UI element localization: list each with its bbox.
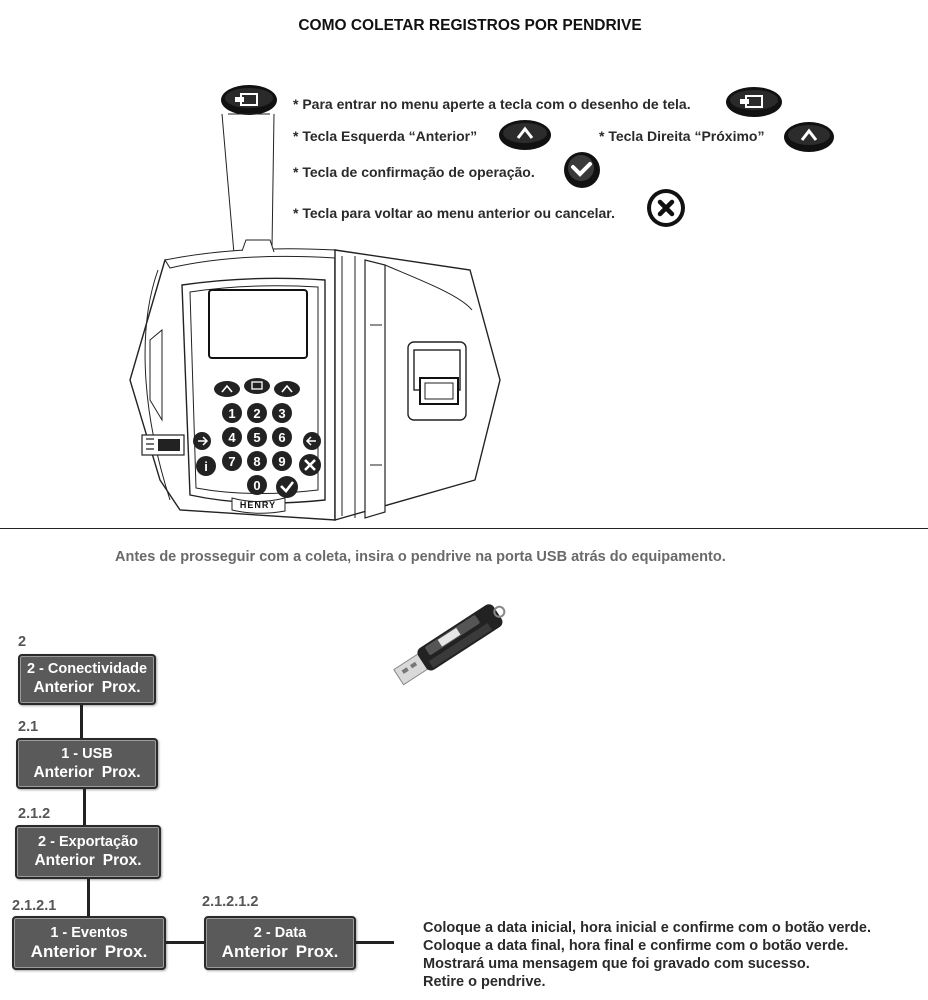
connector-line <box>80 705 83 738</box>
keypad-digit: 6 <box>278 430 285 445</box>
menu-box-data: 2 - Data Anterior Prox. <box>204 916 356 970</box>
menu-next-label: Prox. <box>295 942 339 961</box>
keypad-key <box>222 451 242 471</box>
final-instruction-line: Coloque a data inicial, hora inicial e c… <box>423 920 871 936</box>
instruction-confirm-key: * Tecla de confirmação de operação. <box>293 164 535 180</box>
callout-menu-key-icon <box>221 85 277 115</box>
connector-line <box>87 879 90 916</box>
keypad-key <box>222 403 242 423</box>
menu-key-icon <box>726 87 782 117</box>
menu-prev-label: Anterior <box>221 942 288 961</box>
step-number: 2 <box>18 634 27 650</box>
keypad-digit: 5 <box>253 430 260 445</box>
keypad-digit: 8 <box>253 454 260 469</box>
keypad: 1 2 3 4 5 6 7 8 9 0 <box>222 403 292 495</box>
keypad-digit: 7 <box>228 454 235 469</box>
keypad-digit: 9 <box>278 454 285 469</box>
keypad-key <box>247 427 267 447</box>
keypad-key <box>272 403 292 423</box>
right-arrow-key-icon <box>784 122 834 152</box>
time-clock-device-illustration: 1 2 3 4 5 6 7 8 9 0 i HENRY <box>129 85 501 521</box>
instruction-left-key: * Tecla Esquerda “Anterior” <box>293 128 478 144</box>
menu-box-exportacao: 2 - Exportação Anterior Prox. <box>15 825 161 879</box>
menu-next-label: Prox. <box>102 852 142 869</box>
menu-box-eventos: 1 - Eventos Anterior Prox. <box>12 916 166 970</box>
connector-line <box>356 941 394 944</box>
confirm-check-key-icon <box>564 152 600 188</box>
step-number: 2.1.2.1 <box>12 898 57 914</box>
instruction-menu-key: * Para entrar no menu aperte a tecla com… <box>293 96 691 112</box>
final-instruction-line: Retire o pendrive. <box>423 974 546 990</box>
keypad-key <box>247 451 267 471</box>
final-instruction-line: Mostrará uma mensagem que foi gravado co… <box>423 956 810 972</box>
usb-pendrive-illustration <box>393 604 506 686</box>
connector-line <box>83 789 86 825</box>
keypad-key <box>247 403 267 423</box>
keypad-digit: 0 <box>253 478 260 493</box>
svg-text:i: i <box>204 459 208 474</box>
keypad-digit: 3 <box>278 406 285 421</box>
cancel-x-key-icon <box>647 189 685 227</box>
page-title: COMO COLETAR REGISTROS POR PENDRIVE <box>298 17 642 34</box>
keypad-digit: 4 <box>228 430 236 445</box>
menu-prev-label: Anterior <box>30 942 97 961</box>
menu-title: 1 - Eventos <box>50 925 128 941</box>
menu-title: 2 - Exportação <box>38 834 138 850</box>
step-number: 2.1.2 <box>18 806 51 822</box>
final-instruction-line: Coloque a data final, hora final e confi… <box>423 938 849 954</box>
usb-notice: Antes de prosseguir com a coleta, insira… <box>115 549 726 565</box>
menu-box-usb: 1 - USB Anterior Prox. <box>16 738 158 789</box>
keypad-key <box>247 475 267 495</box>
menu-prev-label: Anterior <box>33 764 94 781</box>
menu-next-label: Prox. <box>101 679 141 696</box>
menu-prev-label: Anterior <box>34 852 95 869</box>
brand-label: HENRY <box>240 500 276 510</box>
step-number: 2.1.2.1.2 <box>202 894 259 910</box>
instruction-cancel-key: * Tecla para voltar ao menu anterior ou … <box>293 205 615 221</box>
final-instructions: Coloque a data inicial, hora inicial e c… <box>423 919 871 991</box>
menu-prev-label: Anterior <box>33 679 94 696</box>
step-number: 2.1 <box>18 719 39 735</box>
keypad-digit: 1 <box>228 406 235 421</box>
menu-next-label: Prox. <box>104 942 148 961</box>
menu-title: 2 - Data <box>253 925 307 941</box>
instruction-right-key: * Tecla Direita “Próximo” <box>599 128 765 144</box>
connector-line <box>166 941 204 944</box>
section-divider <box>0 528 928 529</box>
menu-title: 1 - USB <box>61 746 113 762</box>
menu-title: 2 - Conectividade <box>26 661 148 677</box>
keypad-digit: 2 <box>253 406 260 421</box>
menu-box-conectividade: 2 - Conectividade Anterior Prox. <box>18 654 156 705</box>
keypad-key <box>222 427 242 447</box>
keypad-key <box>272 427 292 447</box>
menu-next-label: Prox. <box>101 764 141 781</box>
left-arrow-key-icon <box>499 120 551 150</box>
keypad-key <box>272 451 292 471</box>
